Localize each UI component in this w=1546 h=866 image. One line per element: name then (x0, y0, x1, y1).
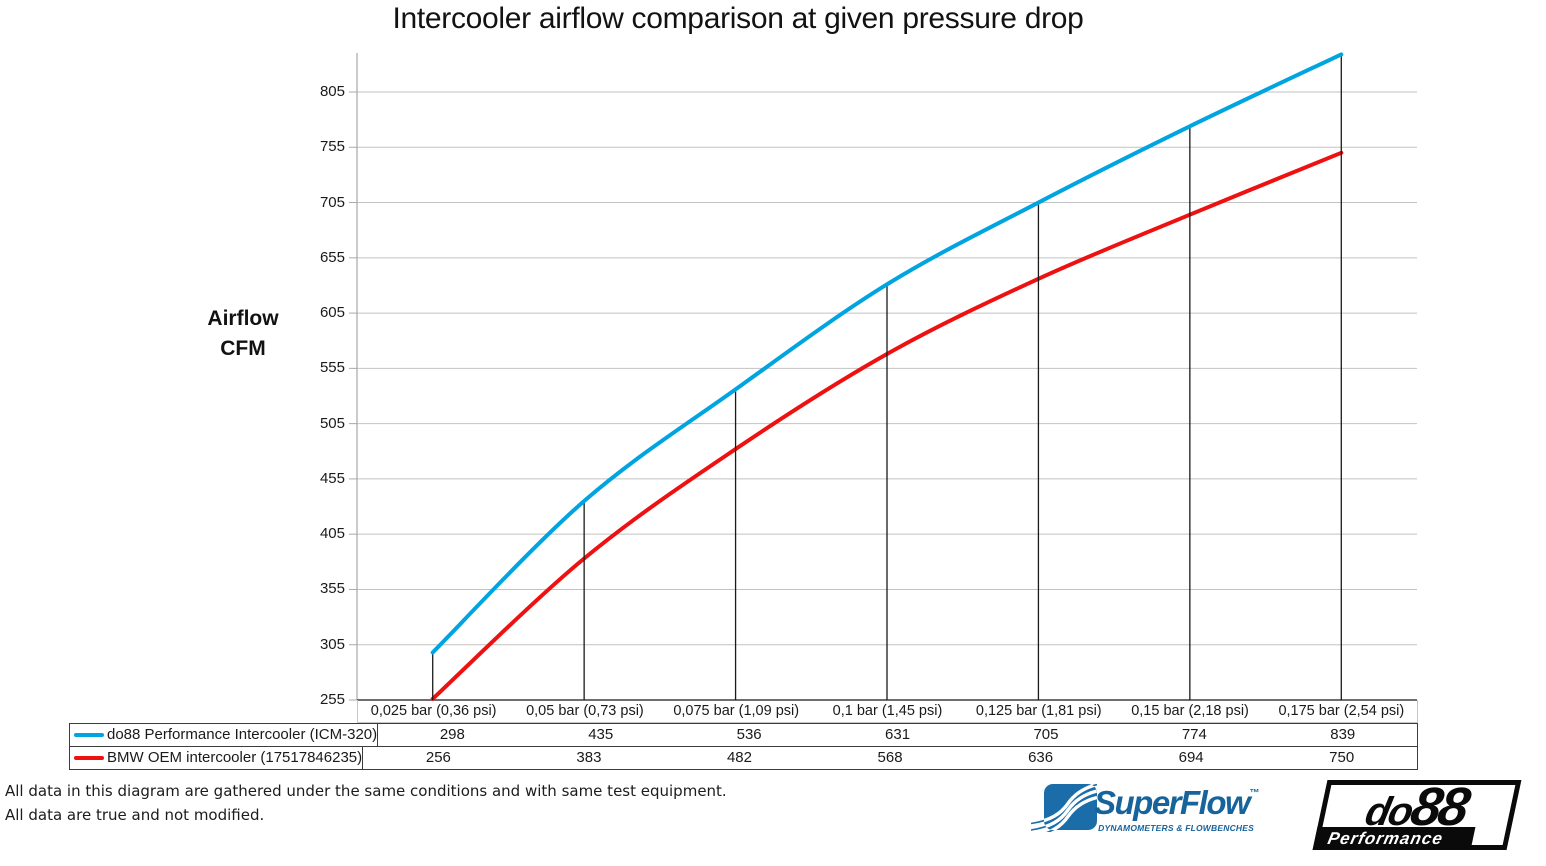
x-category-label: 0,05 bar (0,73 psi) (526, 703, 644, 719)
superflow-wordmark: SuperFlow™ (1094, 784, 1260, 821)
legend-line-swatch (74, 732, 104, 737)
do88-performance-bar: Performance (1312, 827, 1476, 850)
value-cell: 435 (588, 726, 614, 743)
superflow-tagline: DYNAMOMETERS & FLOWBENCHES (1098, 823, 1254, 833)
x-category-label: 0,075 bar (1,09 psi) (673, 703, 800, 719)
y-tick-label: 405 (319, 525, 345, 543)
y-axis-label: Airflow CFM (195, 304, 291, 364)
legend-cell: BMW OEM intercooler (17517846235) (70, 746, 364, 769)
value-cell: 839 (1330, 726, 1356, 743)
value-cell: 568 (877, 748, 903, 766)
legend-line-swatch (74, 755, 104, 760)
x-category-label: 0,15 bar (2,18 psi) (1131, 703, 1249, 719)
x-axis-category-row: 0,025 bar (0,36 psi) 0,05 bar (0,73 psi) 0… (357, 700, 1418, 723)
y-tick-label: 705 (319, 193, 345, 211)
x-category-label: 0,175 bar (2,54 psi) (1278, 703, 1405, 719)
y-tick-label: 555 (319, 359, 345, 377)
y-tick-label: 255 (319, 691, 345, 708)
legend-cell: do88 Performance Intercooler (ICM-320) (70, 724, 379, 746)
y-tick-label: 305 (319, 635, 345, 653)
value-cell: 774 (1181, 726, 1207, 743)
do88-tagline: Performance (1326, 828, 1446, 848)
table-row: BMW OEM intercooler (17517846235) 256 383 4… (70, 746, 1417, 769)
y-tick-label: 605 (319, 304, 345, 322)
table-row: do88 Performance Intercooler (ICM-320) 29… (70, 724, 1417, 747)
y-axis-label-line2: CFM (220, 337, 266, 360)
footer-line2: All data are true and not modified. (5, 805, 265, 824)
x-category-label: 0,1 bar (1,45 psi) (832, 703, 943, 719)
value-cell: 536 (736, 726, 762, 743)
data-table: do88 Performance Intercooler (ICM-320) 29… (69, 723, 1418, 770)
trademark-symbol: ™ (1249, 788, 1260, 799)
x-category-label: 0,125 bar (1,81 psi) (975, 703, 1102, 719)
value-cell: 298 (439, 726, 465, 743)
y-tick-label: 355 (319, 580, 345, 598)
y-tick-label: 755 (319, 138, 345, 156)
value-cell: 750 (1329, 748, 1355, 766)
footer-note: All data in this diagram are gathered un… (5, 780, 727, 827)
value-cell: 694 (1178, 748, 1204, 766)
legend-series-name: do88 Performance Intercooler (ICM-320) (107, 726, 378, 744)
chart-title: Intercooler airflow comparison at given … (392, 2, 1084, 35)
y-axis-label-line1: Airflow (207, 307, 279, 330)
value-cell: 631 (885, 726, 911, 743)
superflow-icon (1031, 784, 1097, 832)
x-category-label: 0,025 bar (0,36 psi) (370, 703, 497, 719)
value-cell: 256 (425, 748, 451, 766)
y-tick-label: 655 (319, 248, 345, 266)
series-line-do88 (430, 52, 1344, 655)
do88-logo: do 88 Performance (1312, 777, 1522, 850)
legend-series-name: BMW OEM intercooler (17517846235) (107, 749, 363, 767)
y-tick-label: 505 (319, 414, 345, 432)
value-cell: 705 (1033, 726, 1059, 743)
superflow-logo: SuperFlow™ DYNAMOMETERS & FLOWBENCHES (1031, 784, 1261, 836)
y-tick-label: 455 (319, 469, 345, 487)
y-tick-label: 805 (319, 83, 345, 100)
value-cell: 482 (726, 748, 752, 766)
value-cell: 383 (576, 748, 602, 766)
footer-line1: All data in this diagram are gathered un… (5, 782, 727, 800)
value-cell: 636 (1028, 748, 1054, 766)
